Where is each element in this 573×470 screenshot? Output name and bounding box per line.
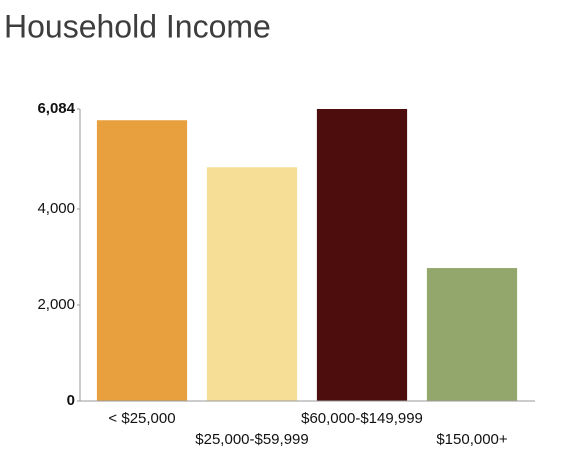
x-tick-label: < $25,000 xyxy=(108,410,175,427)
y-tick-label: 4,000 xyxy=(37,200,75,217)
x-tick-label: $150,000+ xyxy=(436,431,508,448)
y-tick-label: 2,000 xyxy=(37,296,75,313)
x-tick-label: $25,000-$59,999 xyxy=(195,431,308,448)
y-tick-label: 6,084 xyxy=(37,100,75,117)
bar xyxy=(316,109,408,401)
bar xyxy=(96,120,188,401)
bar xyxy=(426,268,518,401)
y-tick-label: 0 xyxy=(67,392,75,409)
x-tick-label: $60,000-$149,999 xyxy=(301,410,423,427)
bar xyxy=(206,167,298,401)
chart-title: Household Income xyxy=(4,8,271,44)
